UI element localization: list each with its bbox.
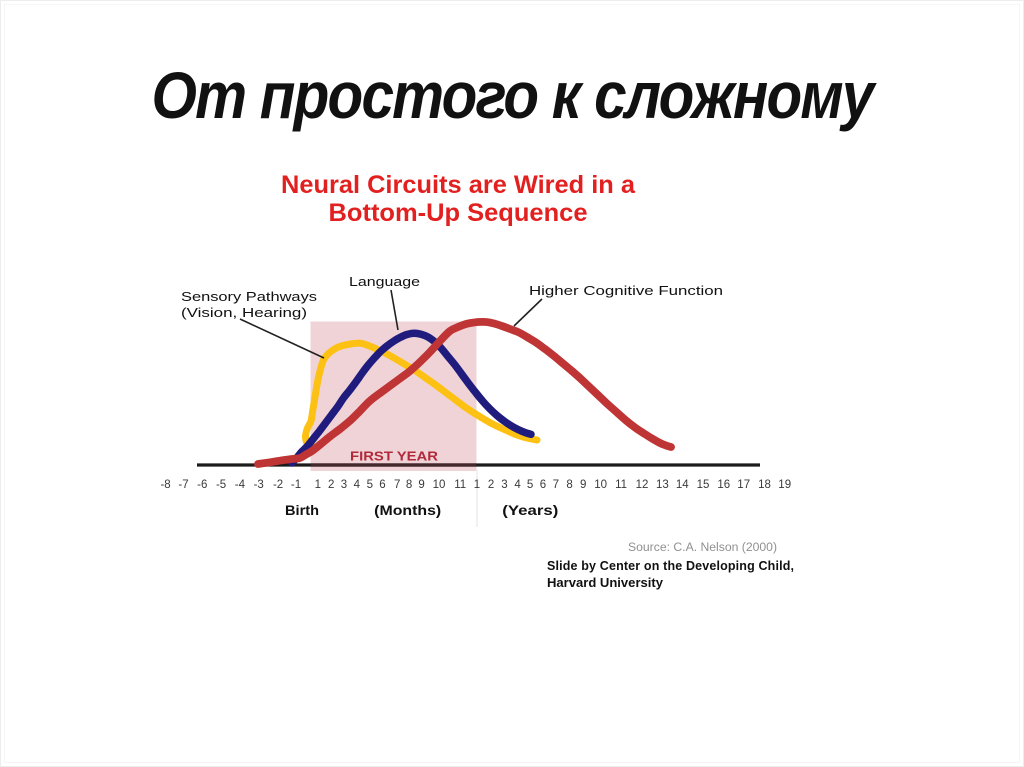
svg-text:5: 5 xyxy=(367,479,373,491)
svg-text:-3: -3 xyxy=(254,479,264,491)
svg-text:7: 7 xyxy=(394,479,400,491)
svg-text:10: 10 xyxy=(433,479,446,491)
svg-text:3: 3 xyxy=(501,479,507,491)
svg-text:-7: -7 xyxy=(178,479,188,491)
svg-text:Neural Circuits are Wired in a: Neural Circuits are Wired in a xyxy=(281,171,636,199)
svg-text:Bottom-Up Sequence: Bottom-Up Sequence xyxy=(329,199,588,227)
svg-text:-4: -4 xyxy=(235,479,246,491)
svg-text:17: 17 xyxy=(737,479,750,491)
svg-text:Language: Language xyxy=(349,274,420,289)
svg-text:6: 6 xyxy=(540,479,546,491)
svg-text:-8: -8 xyxy=(160,479,170,491)
svg-text:2: 2 xyxy=(328,479,334,491)
svg-text:9: 9 xyxy=(418,479,424,491)
svg-text:18: 18 xyxy=(758,479,771,491)
svg-text:8: 8 xyxy=(406,479,412,491)
svg-text:16: 16 xyxy=(717,479,730,491)
svg-text:9: 9 xyxy=(580,479,586,491)
svg-text:10: 10 xyxy=(594,479,607,491)
svg-text:6: 6 xyxy=(379,479,385,491)
svg-text:(Vision, Hearing): (Vision, Hearing) xyxy=(181,305,307,320)
svg-text:(Months): (Months) xyxy=(374,503,441,518)
svg-text:14: 14 xyxy=(676,479,689,491)
svg-text:-2: -2 xyxy=(273,479,283,491)
svg-text:(Years): (Years) xyxy=(502,503,558,518)
svg-text:Slide by Center on the Develop: Slide by Center on the Developing Child, xyxy=(547,559,794,573)
svg-text:-6: -6 xyxy=(197,479,207,491)
svg-text:13: 13 xyxy=(656,479,669,491)
svg-text:4: 4 xyxy=(514,479,521,491)
svg-text:Sensory Pathways: Sensory Pathways xyxy=(181,289,318,304)
svg-text:5: 5 xyxy=(527,479,533,491)
svg-text:11: 11 xyxy=(615,479,627,491)
svg-text:8: 8 xyxy=(566,479,572,491)
svg-text:FIRST YEAR: FIRST YEAR xyxy=(350,449,439,464)
svg-text:15: 15 xyxy=(697,479,710,491)
svg-text:Source: C.A. Nelson (2000): Source: C.A. Nelson (2000) xyxy=(628,542,777,554)
svg-text:7: 7 xyxy=(553,479,559,491)
svg-text:1: 1 xyxy=(315,479,321,491)
svg-text:Harvard University: Harvard University xyxy=(547,576,663,590)
svg-text:2: 2 xyxy=(488,479,494,491)
svg-text:Birth: Birth xyxy=(285,503,319,518)
svg-text:12: 12 xyxy=(636,479,649,491)
svg-text:4: 4 xyxy=(354,479,361,491)
svg-text:-5: -5 xyxy=(216,479,226,491)
svg-text:-1: -1 xyxy=(291,479,301,491)
svg-text:11: 11 xyxy=(454,479,466,491)
svg-text:19: 19 xyxy=(778,479,791,491)
svg-text:1: 1 xyxy=(474,479,480,491)
svg-text:3: 3 xyxy=(341,479,347,491)
svg-text:Higher Cognitive Function: Higher Cognitive Function xyxy=(529,283,723,298)
